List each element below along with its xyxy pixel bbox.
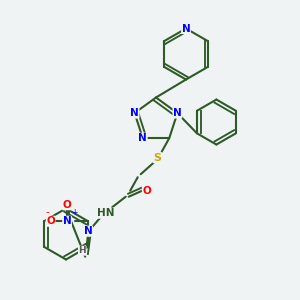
Text: N: N [84, 226, 93, 236]
Text: N: N [63, 216, 71, 226]
Text: N: N [182, 23, 190, 34]
Text: +: + [72, 208, 78, 217]
Text: N: N [173, 108, 182, 118]
Text: O: O [46, 216, 55, 226]
Text: HN: HN [98, 208, 115, 218]
Text: H: H [78, 246, 86, 255]
Text: N: N [138, 133, 147, 143]
Text: O: O [142, 186, 151, 196]
Text: S: S [153, 153, 161, 163]
Text: N: N [130, 108, 139, 118]
Text: O: O [63, 200, 71, 210]
Text: -: - [45, 207, 49, 217]
